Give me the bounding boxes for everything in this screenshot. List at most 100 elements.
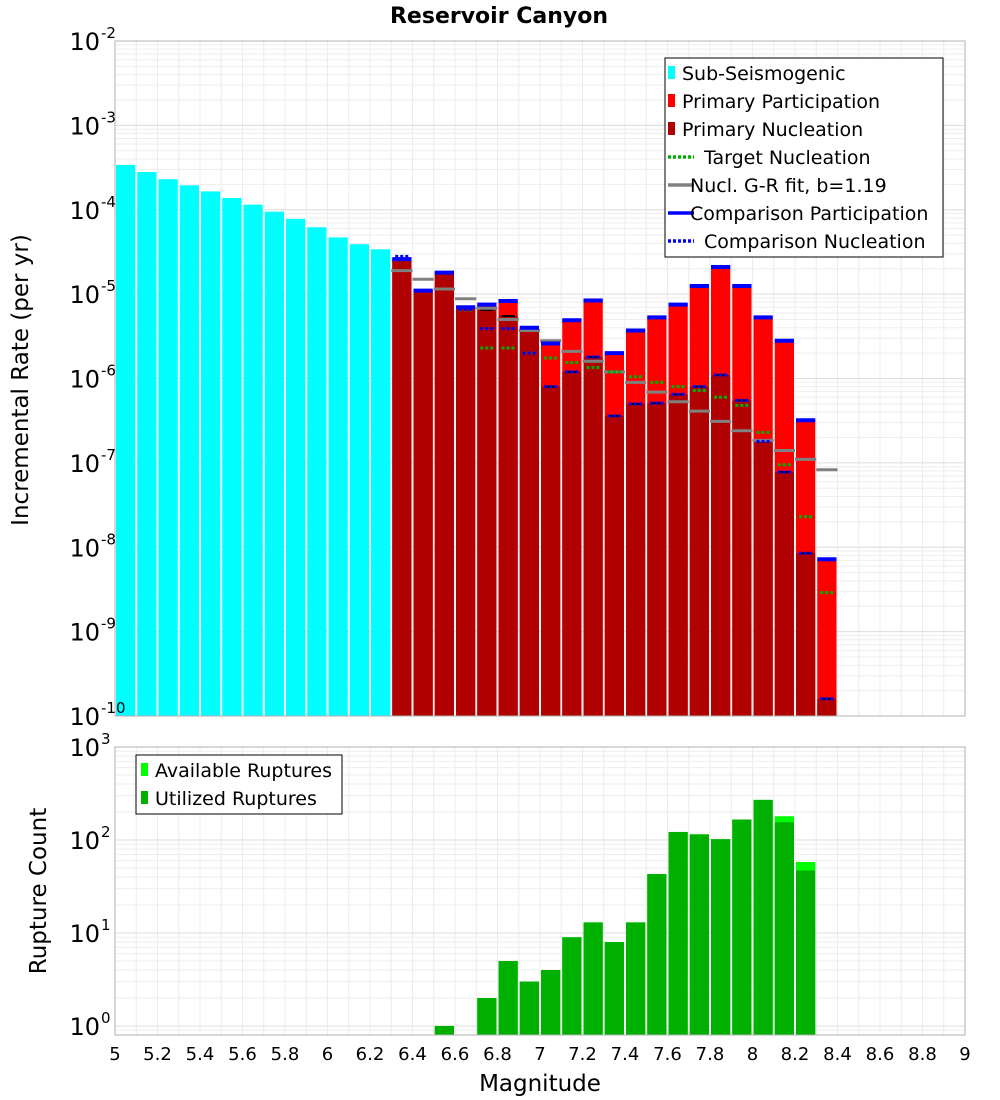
x-tick-label: 5 xyxy=(109,1044,120,1065)
utilized-ruptures-bar xyxy=(562,937,582,1035)
y-tick-exponent: -9 xyxy=(101,615,116,633)
top-legend: Sub-Seismogenic Primary Participation Prim… xyxy=(664,57,944,258)
primary-nucleation-bar xyxy=(689,386,709,716)
primary-nucleation-bar xyxy=(583,356,603,716)
legend-label: Sub-Seismogenic xyxy=(682,63,846,85)
bottom-legend-box xyxy=(135,754,343,815)
legend-label: Available Ruptures xyxy=(155,760,332,782)
sub-seismogenic-bar xyxy=(158,179,178,716)
y-tick-exponent: -10 xyxy=(101,699,126,717)
sub-seismogenic-bar xyxy=(222,197,242,717)
y-tick-exponent: 0 xyxy=(101,1009,111,1027)
legend-label: Target Nucleation xyxy=(703,147,871,169)
y-tick-label: 10 xyxy=(69,703,100,731)
top-y-axis-label: Incremental Rate (per yr) xyxy=(8,234,34,526)
primary-nucleation-bar xyxy=(668,394,688,716)
x-tick-label: 5.4 xyxy=(186,1044,215,1065)
utilized-ruptures-bar xyxy=(434,1025,454,1035)
primary-nucleation-bar xyxy=(753,441,773,716)
y-tick-label: 10 xyxy=(69,534,100,562)
x-tick-label: 5.8 xyxy=(271,1044,300,1065)
sub-seismogenic-bar xyxy=(179,185,199,717)
y-tick-label: 10 xyxy=(69,734,100,762)
primary-nucleation-bar xyxy=(477,309,497,716)
x-tick-label: 5.2 xyxy=(143,1044,172,1065)
y-tick-exponent: -7 xyxy=(101,446,116,464)
y-tick-label: 10 xyxy=(69,281,100,309)
top-marks xyxy=(116,164,838,717)
primary-nucleation-bar xyxy=(774,471,794,716)
top-legend-box xyxy=(664,57,944,258)
x-tick-label: 5.6 xyxy=(228,1044,257,1065)
x-tick-label: 8.8 xyxy=(908,1044,937,1065)
utilized-ruptures-bar xyxy=(689,834,709,1035)
legend-label: Comparison Participation xyxy=(690,203,928,225)
utilized-ruptures-bar xyxy=(477,997,497,1035)
utilized-ruptures-bar xyxy=(711,839,731,1035)
primary-nucleation-bar xyxy=(817,698,837,716)
legend-label: Primary Nucleation xyxy=(682,119,863,141)
primary-nucleation-bar xyxy=(456,307,476,716)
primary-nucleation-bar xyxy=(519,330,539,716)
sub-seismogenic-bar xyxy=(307,227,327,716)
utilized-ruptures-bar xyxy=(753,799,773,1035)
y-tick-label: 10 xyxy=(69,450,100,478)
x-tick-label: 7.2 xyxy=(568,1044,597,1065)
utilized-ruptures-bar xyxy=(541,969,561,1035)
x-tick-label: 6.6 xyxy=(441,1044,470,1065)
primary-nucleation-bar xyxy=(732,400,752,716)
utilized-ruptures-bar xyxy=(498,960,518,1035)
top-plot-border xyxy=(114,40,966,717)
primary-nucleation-bar xyxy=(796,553,816,716)
sub-seismogenic-bar xyxy=(264,211,284,716)
primary-nucleation-bar xyxy=(711,375,731,716)
primary-nucleation-bar xyxy=(562,371,582,716)
primary-nucleation-bar xyxy=(541,386,561,716)
x-tick-label: 9 xyxy=(959,1044,970,1065)
x-tick-labels: 5 5.2 5.4 5.6 5.8 6 6.2 6.4 6.6 6.8 7 7.2 7.4 7.6 7.8 8… xyxy=(109,1044,970,1065)
sub-seismogenic-bar xyxy=(371,249,391,716)
bottom-legend: Available Ruptures Utilized Ruptures xyxy=(135,754,343,815)
legend-label: Utilized Ruptures xyxy=(155,788,317,810)
y-tick-exponent: 1 xyxy=(101,916,111,934)
x-tick-label: 7.8 xyxy=(696,1044,725,1065)
primary-nucleation-bar xyxy=(604,415,624,716)
legend-swatch xyxy=(668,66,675,79)
x-axis-label: Magnitude xyxy=(479,1071,601,1097)
bottom-y-axis-label: Rupture Count xyxy=(26,808,52,974)
bottom-legend-items: Available Ruptures Utilized Ruptures xyxy=(141,760,332,810)
y-tick-label: 10 xyxy=(69,1013,100,1041)
y-tick-label: 10 xyxy=(69,112,100,140)
utilized-ruptures-bar xyxy=(519,981,539,1035)
y-tick-exponent: -2 xyxy=(101,24,116,42)
bottom-grid xyxy=(114,746,966,1036)
sub-seismogenic-bar xyxy=(349,244,369,717)
primary-nucleation-bar xyxy=(498,316,518,716)
x-tick-label: 8.6 xyxy=(866,1044,895,1065)
sub-seismogenic-bar xyxy=(243,204,263,717)
y-tick-label: 10 xyxy=(69,197,100,225)
utilized-ruptures-bar xyxy=(583,922,603,1035)
bottom-marks xyxy=(434,799,816,1035)
x-tick-label: 6 xyxy=(322,1044,333,1065)
primary-participation-bar xyxy=(817,559,837,716)
legend-label: Nucl. G-R fit, b=1.19 xyxy=(690,175,887,197)
sub-seismogenic-bar xyxy=(137,172,157,716)
utilized-ruptures-bar xyxy=(626,922,646,1035)
legend-label: Primary Participation xyxy=(682,91,880,113)
x-tick-label: 7 xyxy=(534,1044,545,1065)
y-tick-label: 10 xyxy=(69,619,100,647)
x-tick-label: 6.2 xyxy=(356,1044,385,1065)
y-tick-exponent: 2 xyxy=(101,823,111,841)
y-tick-label: 10 xyxy=(69,827,100,855)
bottom-plot-border xyxy=(114,746,966,1036)
sub-seismogenic-bar xyxy=(328,237,348,716)
legend-swatch xyxy=(668,94,675,107)
utilized-ruptures-bar xyxy=(796,870,816,1035)
utilized-ruptures-bar xyxy=(647,874,667,1035)
top-legend-items: Sub-Seismogenic Primary Participation Prim… xyxy=(668,63,928,253)
